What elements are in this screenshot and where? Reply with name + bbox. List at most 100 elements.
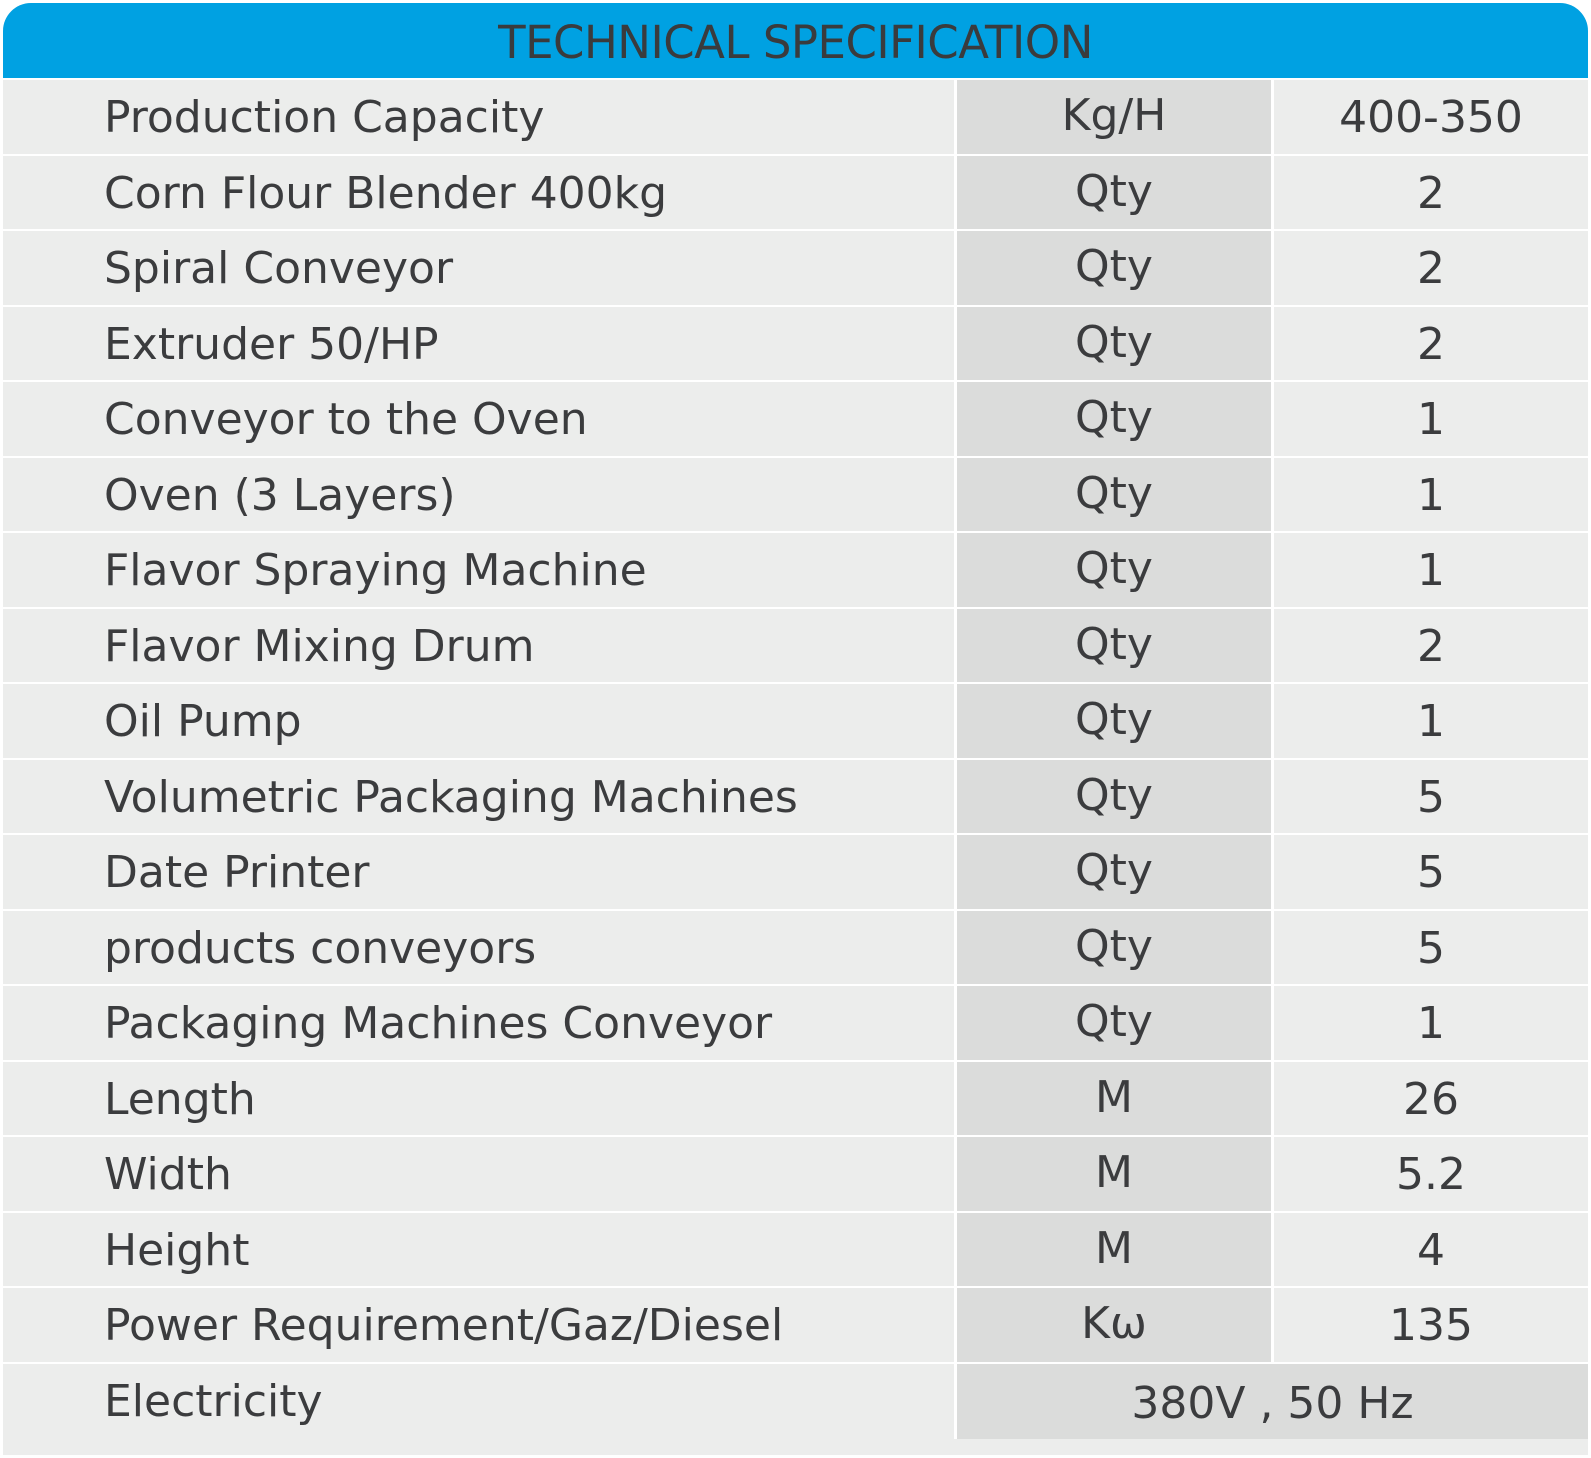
spec-value-cell: 2: [1274, 231, 1588, 306]
row-divider: [3, 833, 1588, 835]
spec-name-cell: Electricity: [3, 1364, 954, 1439]
spec-name: Spiral Conveyor: [104, 243, 454, 294]
spec-name-cell: Oven (3 Layers): [3, 458, 954, 533]
spec-value: 1: [1417, 545, 1445, 596]
column-divider: [1271, 1062, 1274, 1137]
column-divider: [954, 609, 957, 684]
table-row: Height M 4: [3, 1213, 1588, 1288]
spec-value: 5: [1417, 923, 1445, 974]
column-divider: [954, 307, 957, 382]
spec-unit: Qty: [1075, 770, 1153, 821]
spec-unit: Qty: [1075, 543, 1153, 594]
column-divider: [1271, 458, 1274, 533]
column-divider: [1271, 986, 1274, 1061]
spec-unit: Qty: [1075, 694, 1153, 745]
row-divider: [3, 229, 1588, 231]
spec-value: 5: [1417, 772, 1445, 823]
spec-value: 5: [1417, 847, 1445, 898]
column-divider: [1271, 382, 1274, 457]
table-row: Corn Flour Blender 400kg Qty 2: [3, 156, 1588, 231]
spec-unit-cell: Qty: [957, 684, 1271, 759]
column-divider: [954, 156, 957, 231]
spec-value-cell: 26: [1274, 1062, 1588, 1137]
spec-value: 5.2: [1396, 1149, 1466, 1200]
spec-name-cell: Flavor Spraying Machine: [3, 533, 954, 608]
electricity-row: Electricity 380V , 50 Hz: [3, 1364, 1588, 1439]
table-row: Oil Pump Qty 1: [3, 684, 1588, 759]
spec-value-cell: 4: [1274, 1213, 1588, 1288]
column-divider: [954, 231, 957, 306]
spec-unit-cell: Qty: [957, 458, 1271, 533]
spec-value: 1: [1417, 696, 1445, 747]
spec-value: 400-350: [1339, 92, 1523, 143]
column-divider: [954, 1288, 957, 1363]
column-divider: [954, 986, 957, 1061]
spec-unit-cell: Qty: [957, 760, 1271, 835]
spec-name: Flavor Spraying Machine: [104, 545, 647, 596]
spec-name-cell: Power Requirement/Gaz/Diesel: [3, 1288, 954, 1363]
column-divider: [954, 533, 957, 608]
spec-value-cell: 5: [1274, 911, 1588, 986]
spec-unit-cell: Qty: [957, 231, 1271, 306]
spec-name: Length: [104, 1074, 256, 1125]
row-divider: [3, 305, 1588, 307]
spec-unit: M: [1095, 1072, 1133, 1123]
spec-merged-value-cell: 380V , 50 Hz: [957, 1364, 1588, 1439]
spec-value: 380V , 50 Hz: [1131, 1378, 1414, 1429]
column-divider: [954, 911, 957, 986]
column-divider: [1271, 835, 1274, 910]
spec-name: Volumetric Packaging Machines: [104, 772, 798, 823]
spec-value: 4: [1417, 1225, 1445, 1276]
spec-name: Height: [104, 1225, 250, 1276]
column-divider: [954, 1137, 957, 1212]
spec-value: 2: [1417, 621, 1445, 672]
spec-value: 2: [1417, 319, 1445, 370]
spec-name: Date Printer: [104, 847, 370, 898]
spec-name: Corn Flour Blender 400kg: [104, 168, 668, 219]
spec-unit: Kω: [1081, 1298, 1147, 1349]
row-divider: [3, 1135, 1588, 1137]
spec-value-cell: 1: [1274, 684, 1588, 759]
spec-name: Conveyor to the Oven: [104, 394, 588, 445]
spec-name: Packaging Machines Conveyor: [104, 998, 773, 1049]
spec-unit: Kg/H: [1061, 90, 1167, 141]
table-row: Date Printer Qty 5: [3, 835, 1588, 910]
spec-name-cell: Oil Pump: [3, 684, 954, 759]
column-divider: [954, 835, 957, 910]
spec-unit: Qty: [1075, 241, 1153, 292]
column-divider: [954, 1213, 957, 1288]
row-divider: [3, 682, 1588, 684]
spec-name: Oven (3 Layers): [104, 470, 456, 521]
table-row: Flavor Spraying Machine Qty 1: [3, 533, 1588, 608]
spec-value-cell: 400-350: [1274, 80, 1588, 155]
row-divider: [3, 909, 1588, 911]
row-divider: [3, 1362, 1588, 1364]
spec-unit-cell: M: [957, 1137, 1271, 1212]
spec-name: Production Capacity: [104, 92, 545, 143]
column-divider: [954, 382, 957, 457]
column-divider: [1271, 156, 1274, 231]
spec-value: 2: [1417, 243, 1445, 294]
column-divider: [1271, 231, 1274, 306]
row-divider: [3, 78, 1588, 80]
row-divider: [3, 531, 1588, 533]
row-divider: [3, 1286, 1588, 1288]
column-divider: [1271, 609, 1274, 684]
spec-unit-cell: Qty: [957, 986, 1271, 1061]
spec-name-cell: Width: [3, 1137, 954, 1212]
spec-unit: Qty: [1075, 996, 1153, 1047]
spec-unit-cell: M: [957, 1213, 1271, 1288]
spec-value: 1: [1417, 394, 1445, 445]
column-divider: [1271, 80, 1274, 155]
column-divider: [1271, 1213, 1274, 1288]
row-divider: [3, 456, 1588, 458]
spec-unit: M: [1095, 1223, 1133, 1274]
spec-unit: Qty: [1075, 845, 1153, 896]
spec-unit: Qty: [1075, 619, 1153, 670]
spec-unit-cell: Qty: [957, 911, 1271, 986]
row-divider: [3, 758, 1588, 760]
column-divider: [954, 760, 957, 835]
spec-name-cell: Corn Flour Blender 400kg: [3, 156, 954, 231]
spec-name: Flavor Mixing Drum: [104, 621, 535, 672]
table-row: Oven (3 Layers) Qty 1: [3, 458, 1588, 533]
